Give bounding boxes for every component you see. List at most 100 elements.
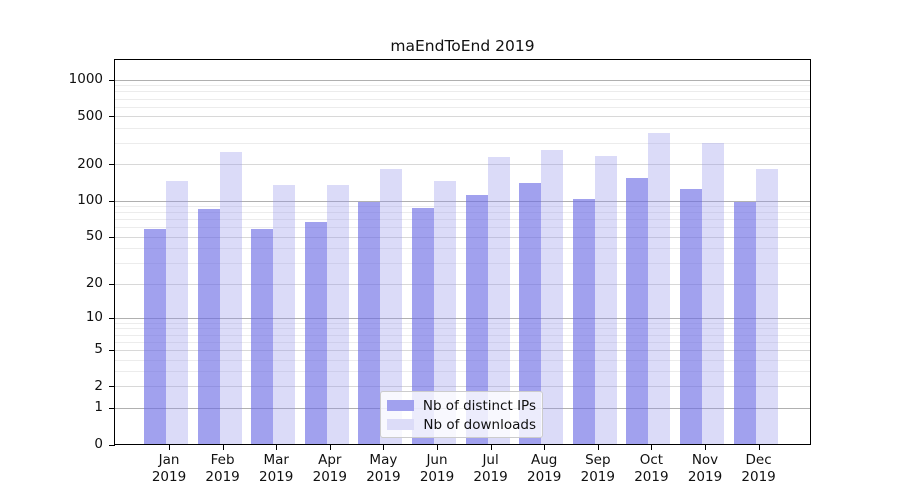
- x-tick-mark: [276, 445, 278, 450]
- x-tick-year: 2019: [205, 468, 240, 485]
- bar-distinct-ips-jun: [412, 207, 434, 444]
- legend-label-downloads: Nb of downloads: [423, 416, 536, 433]
- legend-item-downloads: Nb of downloads: [387, 415, 536, 434]
- gridline-minor: [115, 128, 810, 130]
- y-tick-label: 2: [94, 377, 103, 394]
- y-tick-label: 1: [94, 399, 103, 416]
- y-tick-mark: [109, 349, 115, 351]
- gridline-minor: [115, 98, 810, 100]
- bar-downloads-feb: [219, 151, 242, 444]
- bar-downloads-dec: [755, 169, 778, 444]
- bar-distinct-ips-aug: [519, 182, 542, 444]
- gridline-minor: [115, 85, 810, 87]
- bar-downloads-nov: [702, 143, 724, 444]
- y-tick-label: 100: [77, 192, 103, 209]
- x-tick-mark: [705, 445, 706, 450]
- x-tick-mark: [329, 445, 331, 450]
- gridline-minor: [115, 341, 810, 343]
- y-tick-mark: [109, 200, 115, 202]
- bar-downloads-aug: [541, 150, 564, 444]
- x-tick-label: Nov 2019: [665, 452, 745, 485]
- x-tick-mark: [597, 445, 599, 450]
- bar-distinct-ips-apr: [304, 221, 327, 444]
- x-tick-month: Mar: [263, 452, 289, 468]
- gridline: [115, 116, 810, 118]
- x-tick-year: 2019: [259, 468, 294, 485]
- legend-item-distinct-ips: Nb of distinct IPs: [387, 396, 536, 415]
- x-tick-year: 2019: [634, 468, 669, 485]
- bar-distinct-ips-oct: [626, 177, 649, 444]
- gridline-minor: [115, 143, 810, 145]
- x-tick-label: Dec 2019: [719, 452, 799, 485]
- x-tick-year: 2019: [741, 468, 776, 485]
- gridline-minor: [115, 263, 810, 265]
- gridline: [115, 283, 810, 285]
- legend: Nb of distinct IPs Nb of downloads: [380, 391, 543, 438]
- y-tick-mark: [109, 164, 115, 166]
- x-tick-year: 2019: [151, 468, 187, 485]
- x-tick-month: Apr: [318, 452, 342, 468]
- y-tick-label: 5: [94, 341, 103, 358]
- x-tick-mark: [437, 445, 438, 450]
- bar-distinct-ips-jul: [465, 194, 488, 444]
- gridline: [115, 349, 810, 351]
- chart-title: maEndToEnd 2019: [390, 37, 535, 55]
- y-tick-label: 0: [94, 436, 103, 452]
- x-tick-year: 2019: [580, 468, 615, 485]
- x-tick-month: Oct: [639, 452, 664, 468]
- legend-swatch-downloads: [387, 419, 415, 430]
- legend-label-distinct-ips: Nb of distinct IPs: [422, 397, 536, 414]
- x-tick-month: Dec: [745, 452, 772, 468]
- bar-downloads-jul: [487, 156, 510, 444]
- x-tick-label: Jul 2019: [451, 452, 531, 485]
- y-tick-label: 50: [85, 228, 103, 245]
- x-tick-month: May: [369, 452, 398, 468]
- x-tick-label: Mar 2019: [236, 452, 316, 485]
- x-tick-month: Aug: [531, 452, 558, 468]
- gridline-minor: [115, 359, 810, 361]
- bar-distinct-ips-feb: [197, 208, 220, 444]
- bar-downloads-mar: [273, 185, 296, 444]
- gridline: [115, 236, 810, 238]
- bar-downloads-oct: [648, 132, 671, 444]
- bar-downloads-jan: [166, 180, 188, 444]
- y-tick-label: 1000: [68, 71, 103, 88]
- gridline-minor: [115, 227, 810, 229]
- x-tick-label: Apr 2019: [290, 452, 370, 485]
- gridline: [115, 317, 810, 319]
- x-tick-label: Sep 2019: [558, 452, 638, 485]
- x-tick-year: 2019: [687, 468, 723, 485]
- x-tick-mark: [222, 445, 224, 450]
- x-tick-label: Oct 2019: [611, 452, 691, 485]
- x-tick-mark: [169, 445, 170, 450]
- x-tick-year: 2019: [473, 468, 508, 485]
- x-tick-month: Jul: [482, 452, 499, 468]
- x-tick-mark: [758, 445, 760, 450]
- x-tick-label: Aug 2019: [504, 452, 584, 485]
- y-tick-label: 200: [77, 155, 103, 172]
- legend-swatch-distinct-ips: [387, 400, 414, 411]
- bar-distinct-ips-mar: [251, 229, 274, 444]
- gridline-minor: [115, 248, 810, 250]
- y-tick-mark: [109, 386, 115, 388]
- x-tick-label: Jan 2019: [129, 452, 209, 485]
- bar-downloads-apr: [326, 185, 349, 444]
- x-tick-mark: [383, 445, 385, 450]
- bar-distinct-ips-nov: [680, 189, 702, 444]
- gridline-minor: [115, 334, 810, 336]
- x-tick-label: Jun 2019: [397, 452, 477, 485]
- x-tick-year: 2019: [419, 468, 455, 485]
- y-tick-mark: [109, 444, 115, 446]
- x-tick-year: 2019: [312, 468, 347, 485]
- bar-downloads-sep: [594, 156, 617, 444]
- x-tick-month: Jun: [426, 452, 448, 468]
- bar-downloads-may: [380, 168, 403, 444]
- x-tick-mark: [490, 445, 492, 450]
- bar-distinct-ips-may: [358, 201, 381, 444]
- bar-distinct-ips-sep: [572, 199, 595, 444]
- bar-distinct-ips-dec: [733, 201, 756, 444]
- bar-downloads-jun: [434, 181, 456, 444]
- x-tick-year: 2019: [366, 468, 401, 485]
- x-tick-month: Feb: [210, 452, 235, 468]
